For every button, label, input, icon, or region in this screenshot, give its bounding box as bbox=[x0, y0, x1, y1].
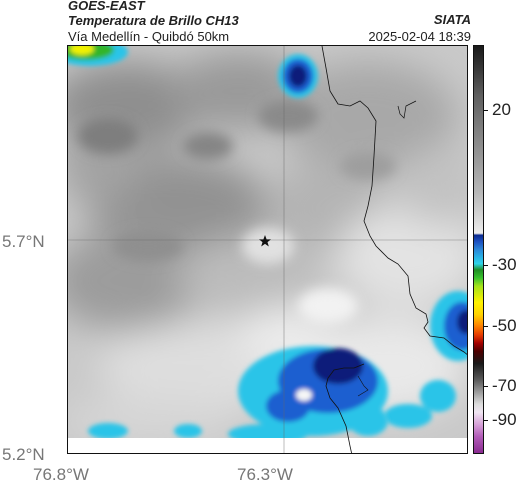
colorbar-label: -50 bbox=[492, 316, 517, 335]
colorbar-label: -90 bbox=[492, 410, 517, 429]
colorbar-label: 20 bbox=[492, 100, 511, 119]
product-title: Temperatura de Brillo CH13 bbox=[68, 13, 239, 28]
map-panel bbox=[67, 45, 468, 454]
river-line bbox=[397, 100, 417, 119]
border-line-south bbox=[325, 363, 365, 453]
datetime-label: 2025-02-04 18:39 bbox=[368, 29, 471, 44]
map-canvas bbox=[68, 46, 467, 453]
no-data-strip bbox=[68, 438, 467, 453]
cold-cloud-right bbox=[384, 291, 467, 428]
colorbar-label: -30 bbox=[492, 255, 517, 274]
colorbar-tick bbox=[484, 386, 488, 387]
latitude-label-lower: 5.2°N bbox=[2, 445, 45, 464]
cold-cloud-top-center bbox=[278, 54, 318, 98]
colorbar-tick bbox=[484, 326, 488, 327]
cold-cloud-south bbox=[88, 346, 388, 444]
colorbar-label: -70 bbox=[492, 376, 517, 395]
colorbar-tick bbox=[484, 420, 488, 421]
longitude-label-center: 76.3°W bbox=[237, 465, 293, 484]
border-line bbox=[321, 46, 467, 355]
satellite-name: GOES-EAST bbox=[68, 0, 145, 13]
organization-label: SIATA bbox=[433, 12, 471, 27]
colorbar bbox=[473, 45, 484, 454]
location-label: Vía Medellín - Quibdó 50km bbox=[68, 29, 230, 44]
colorbar-tick bbox=[484, 110, 488, 111]
colorbar-tick bbox=[484, 265, 488, 266]
latitude-label-upper: 5.7°N bbox=[2, 232, 45, 251]
longitude-label-left: 76.8°W bbox=[33, 465, 89, 484]
cold-cloud-top-left bbox=[68, 46, 128, 66]
star-icon bbox=[259, 235, 271, 247]
